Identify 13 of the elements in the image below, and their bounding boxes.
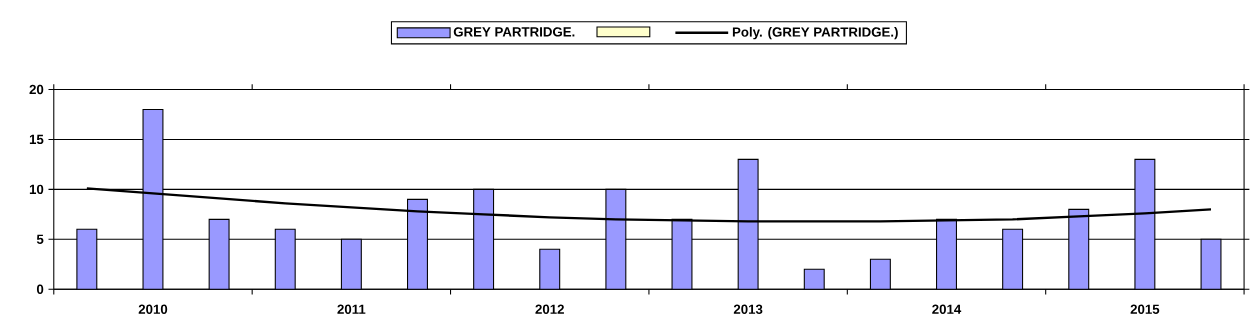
- y-tick-label: 0: [36, 284, 44, 294]
- x-tick-label: 2015: [1130, 304, 1160, 314]
- legend-label: GREY PARTRIDGE.: [453, 27, 575, 37]
- legend-label: Poly. (GREY PARTRIDGE.): [732, 26, 898, 40]
- x-tick-label: 2014: [932, 304, 962, 314]
- y-tick-label: 20: [29, 84, 44, 95]
- x-tick-label: 2012: [535, 304, 564, 314]
- x-tick-label: 2010: [138, 304, 168, 314]
- y-tick-label: 10: [29, 184, 44, 195]
- x-tick-label: 2011: [337, 304, 366, 314]
- x-tick-label: 2013: [733, 304, 763, 314]
- y-tick-label: 15: [29, 134, 44, 145]
- y-tick-label: 5: [36, 234, 44, 244]
